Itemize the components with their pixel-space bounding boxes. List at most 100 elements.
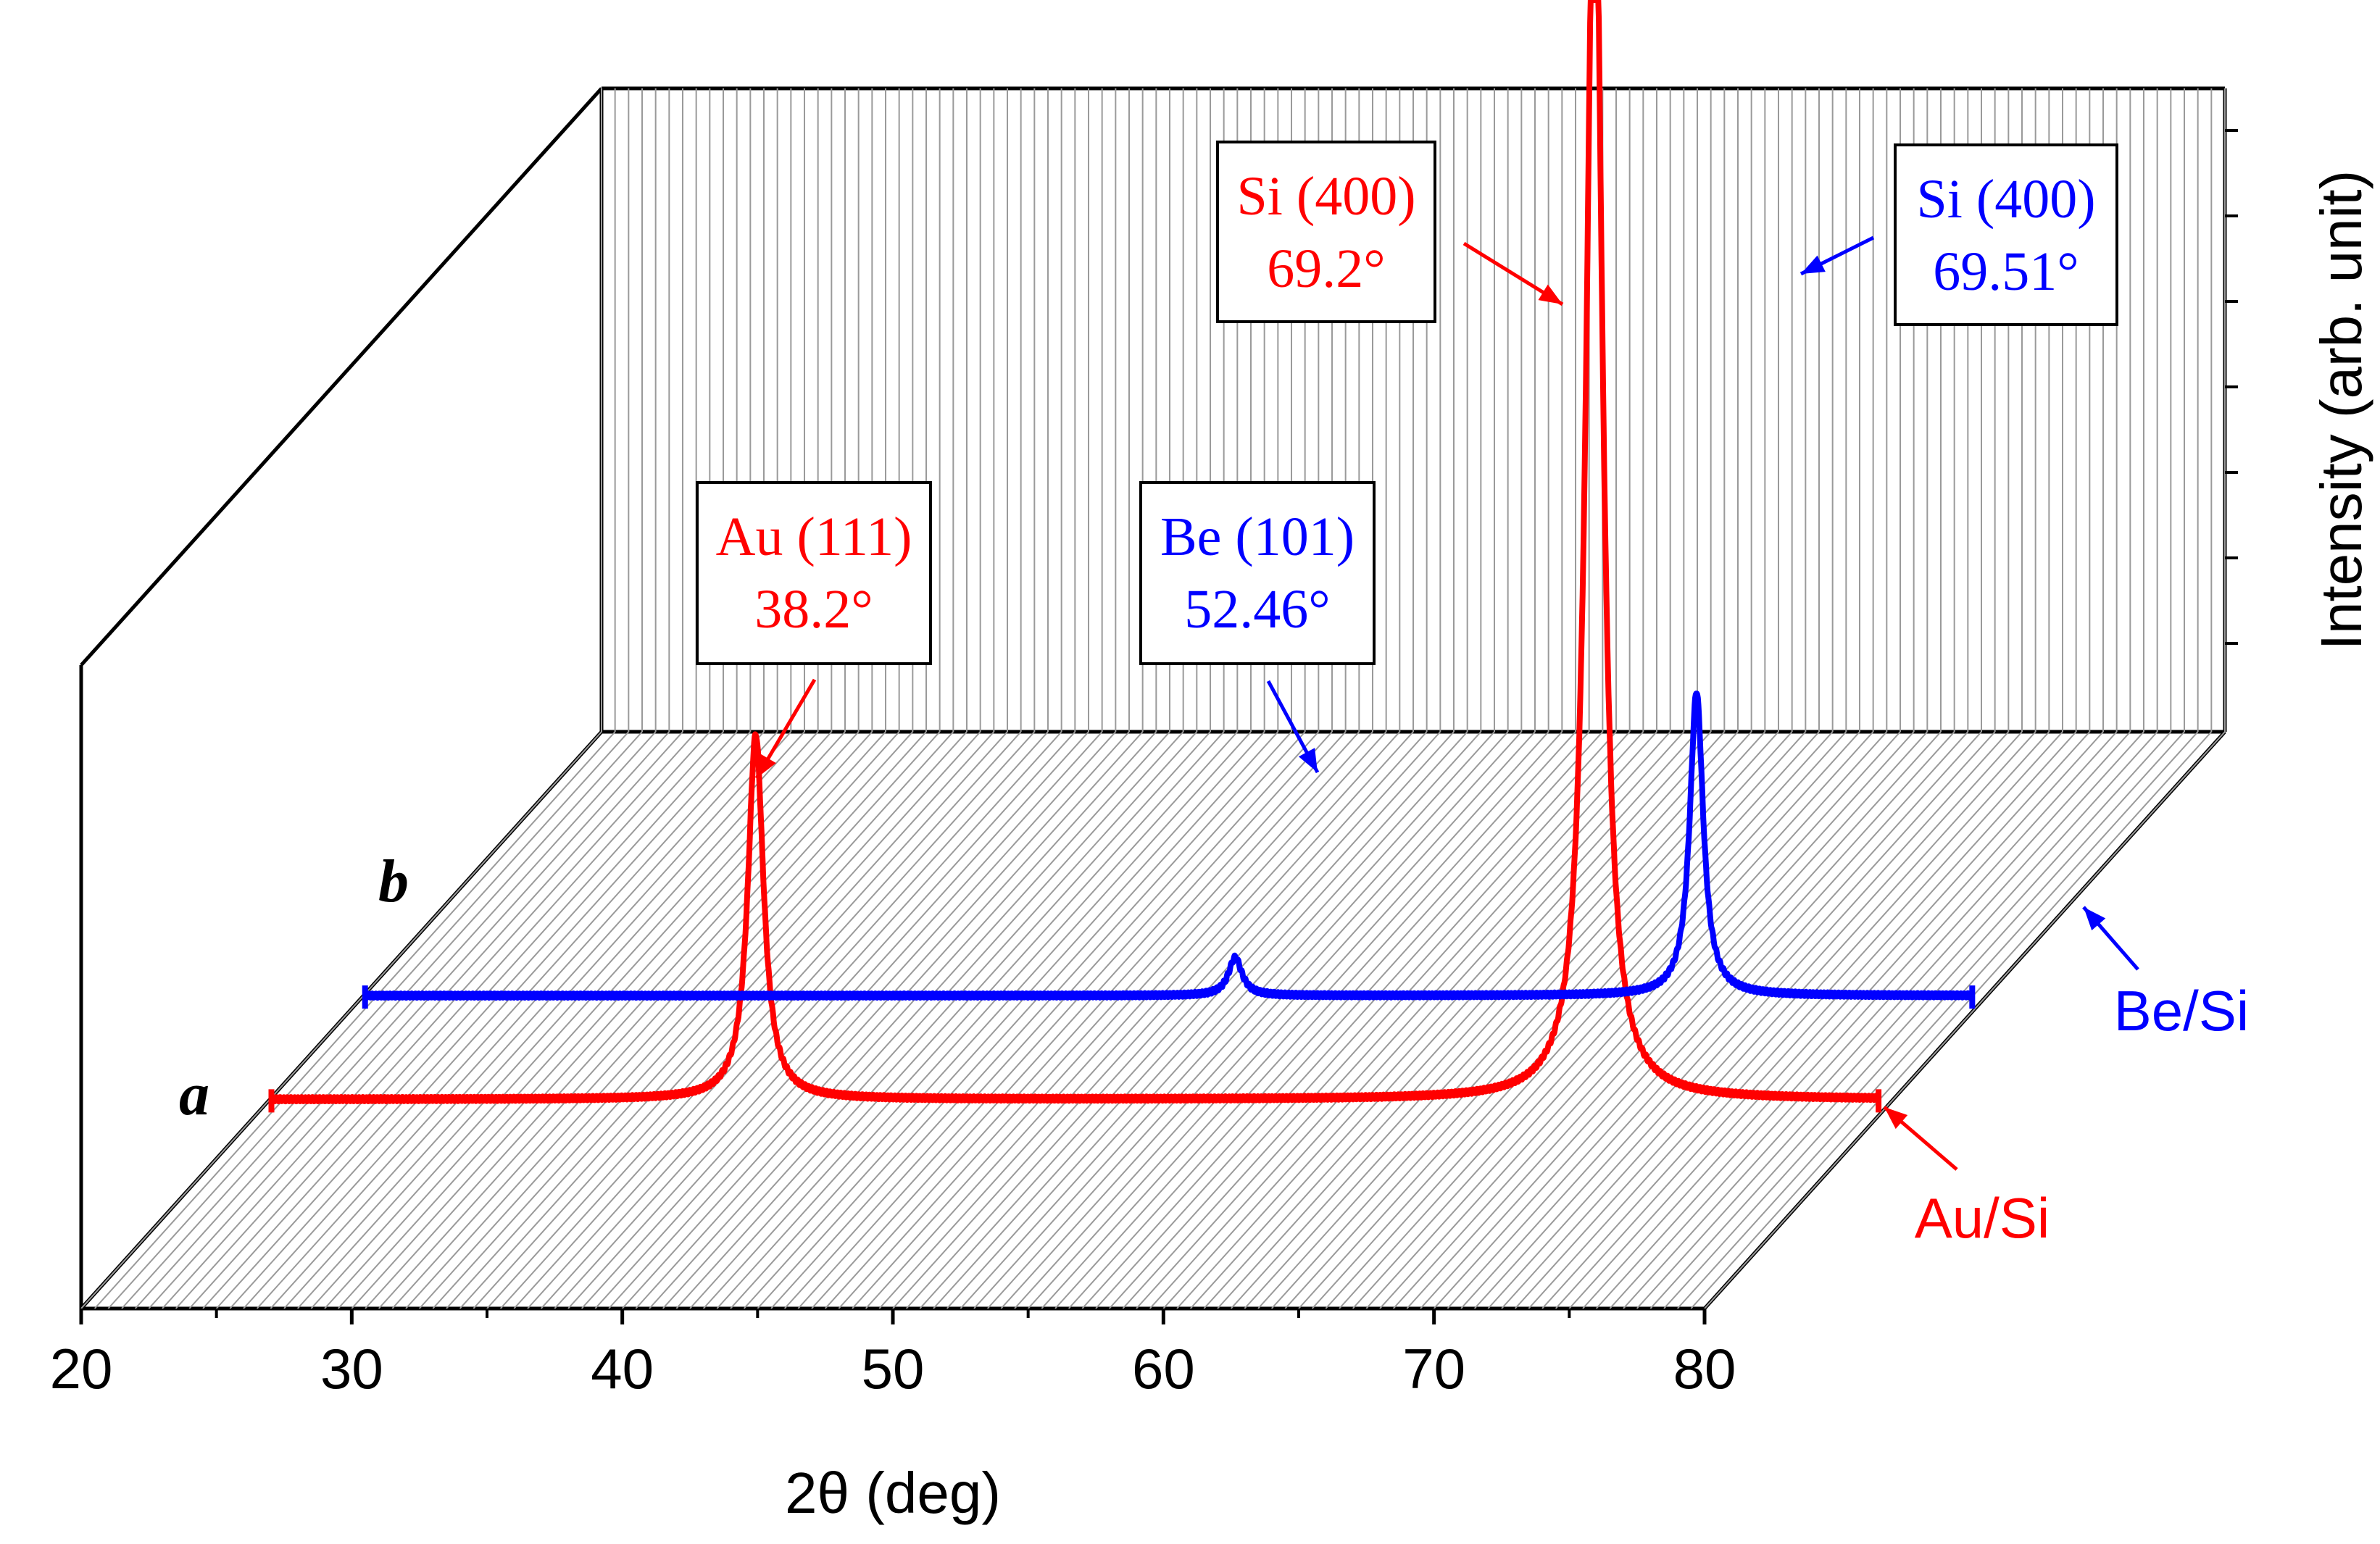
grid-lines bbox=[80, 88, 2226, 1309]
floor-grid-line bbox=[730, 731, 1252, 1309]
floor-grid-line bbox=[1555, 731, 2077, 1309]
peak-annotation-label: Si (400) bbox=[1237, 166, 1416, 227]
floor-grid-line bbox=[486, 731, 1008, 1309]
floor-grid-line bbox=[852, 731, 1373, 1309]
peak-annotation-position: 52.46° bbox=[1184, 579, 1330, 640]
floor-grid-line bbox=[878, 731, 1401, 1309]
floor-grid-line bbox=[1420, 731, 1942, 1309]
floor-grid-line bbox=[892, 731, 1414, 1309]
arrowhead bbox=[1298, 748, 1318, 772]
floor-grid-line bbox=[540, 731, 1062, 1309]
arrowhead bbox=[1801, 255, 1826, 274]
floor-grid-line bbox=[1189, 731, 1712, 1309]
floor-grid-line bbox=[1690, 731, 2213, 1309]
floor-grid-line bbox=[1514, 731, 2036, 1309]
floor-grid-line bbox=[1392, 731, 1915, 1309]
floor-grid-line bbox=[1352, 731, 1874, 1309]
floor-grid-line bbox=[1460, 731, 1982, 1309]
floor-grid-line bbox=[783, 731, 1306, 1309]
floor-grid-line bbox=[554, 731, 1076, 1309]
floor-grid-line bbox=[1176, 731, 1698, 1309]
series-b-letter: b bbox=[378, 848, 409, 915]
floor-grid-line bbox=[1636, 731, 2158, 1309]
floor-grid-line bbox=[608, 731, 1130, 1309]
floor-grid-line bbox=[378, 731, 900, 1309]
floor-grid-line bbox=[865, 731, 1387, 1309]
floor-grid-line bbox=[405, 731, 927, 1309]
floor-grid-line bbox=[1379, 731, 1901, 1309]
floor-grid-line bbox=[838, 731, 1360, 1309]
floor-grid-line bbox=[649, 731, 1170, 1309]
floor-grid-line bbox=[473, 731, 995, 1309]
x-tick-label: 70 bbox=[1402, 1337, 1465, 1401]
floor-grid-line bbox=[1136, 731, 1657, 1309]
floor-grid-line bbox=[946, 731, 1468, 1309]
floor-grid-line bbox=[1041, 731, 1563, 1309]
floor-grid-line bbox=[1149, 731, 1671, 1309]
series-a-letter: a bbox=[179, 1061, 209, 1128]
floor-grid-line bbox=[391, 731, 914, 1309]
floor-grid-line bbox=[1108, 731, 1631, 1309]
floor-grid-line bbox=[499, 731, 1022, 1309]
floor-grid-line bbox=[162, 731, 683, 1309]
floor-grid-line bbox=[567, 731, 1089, 1309]
floor-grid-line bbox=[1081, 731, 1604, 1309]
floor-grid-line bbox=[1339, 731, 1860, 1309]
floor-grid-line bbox=[351, 731, 873, 1309]
floor-grid-line bbox=[743, 731, 1265, 1309]
floor-grid-line bbox=[1014, 731, 1536, 1309]
x-tick-label: 80 bbox=[1673, 1337, 1736, 1401]
floor-grid-line bbox=[365, 731, 886, 1309]
floor-grid-line bbox=[432, 731, 954, 1309]
floor-grid-line bbox=[1541, 731, 2063, 1309]
floor-grid-line bbox=[1609, 731, 2131, 1309]
peak-annotation-box bbox=[1139, 481, 1376, 665]
peak-annotation-position: 69.2° bbox=[1267, 238, 1385, 299]
floor-grid-line bbox=[134, 731, 657, 1309]
floor-grid-line bbox=[1406, 731, 1928, 1309]
floor-grid-line bbox=[919, 731, 1441, 1309]
floor-grid-line bbox=[1447, 731, 1969, 1309]
floor-grid-line bbox=[1582, 731, 2104, 1309]
floor-grid-line bbox=[459, 731, 981, 1309]
floor-grid-line bbox=[1000, 731, 1523, 1309]
y-axis-title: Intensity (arb. unit) bbox=[2309, 170, 2373, 651]
floor-grid-line bbox=[324, 731, 846, 1309]
floor-grid-line bbox=[1203, 731, 1726, 1309]
floor-grid-line bbox=[270, 731, 792, 1309]
series-b-line bbox=[362, 690, 1974, 1001]
floor-grid-line bbox=[1068, 731, 1590, 1309]
floor-grid-line bbox=[594, 731, 1117, 1309]
floor-grid-line bbox=[337, 731, 860, 1309]
peak-annotation-position: 69.51° bbox=[1933, 241, 2079, 302]
floor-grid-line bbox=[716, 731, 1239, 1309]
floor-grid-line bbox=[973, 731, 1495, 1309]
floor-grid-line bbox=[1284, 731, 1807, 1309]
floor-grid-line bbox=[797, 731, 1320, 1309]
peak-annotation-label: Au (111) bbox=[716, 506, 912, 567]
floor-grid-line bbox=[770, 731, 1292, 1309]
annotation-layer: a Au/Si Au (111) 38.2° Si (400) 69.2° b Be/Si Be… bbox=[179, 141, 2249, 1250]
floor-grid-line bbox=[1217, 731, 1739, 1309]
floor-grid-line bbox=[1162, 731, 1685, 1309]
floor-grid-line bbox=[1568, 731, 2091, 1309]
floor-grid-line bbox=[1027, 731, 1549, 1309]
series-a-name: Au/Si bbox=[1915, 1186, 2050, 1250]
peak-annotation-box bbox=[1216, 141, 1436, 323]
floor-grid-line bbox=[1649, 731, 2172, 1309]
x-tick-label: 30 bbox=[320, 1337, 383, 1401]
floor-grid-line bbox=[1676, 731, 2199, 1309]
arrowhead bbox=[2084, 907, 2106, 931]
floor-grid-line bbox=[1623, 731, 2144, 1309]
floor-grid-line bbox=[188, 731, 711, 1309]
floor-grid-line bbox=[1487, 731, 2010, 1309]
floor-grid-line bbox=[202, 731, 724, 1309]
floor-grid-line bbox=[527, 731, 1049, 1309]
floor-grid-line bbox=[675, 731, 1198, 1309]
peak-annotation-box bbox=[696, 481, 932, 665]
floor-grid-line bbox=[1528, 731, 2050, 1309]
x-tick-label: 50 bbox=[862, 1337, 925, 1401]
floor-grid-line bbox=[80, 731, 602, 1309]
floor-grid-line bbox=[1663, 731, 2185, 1309]
